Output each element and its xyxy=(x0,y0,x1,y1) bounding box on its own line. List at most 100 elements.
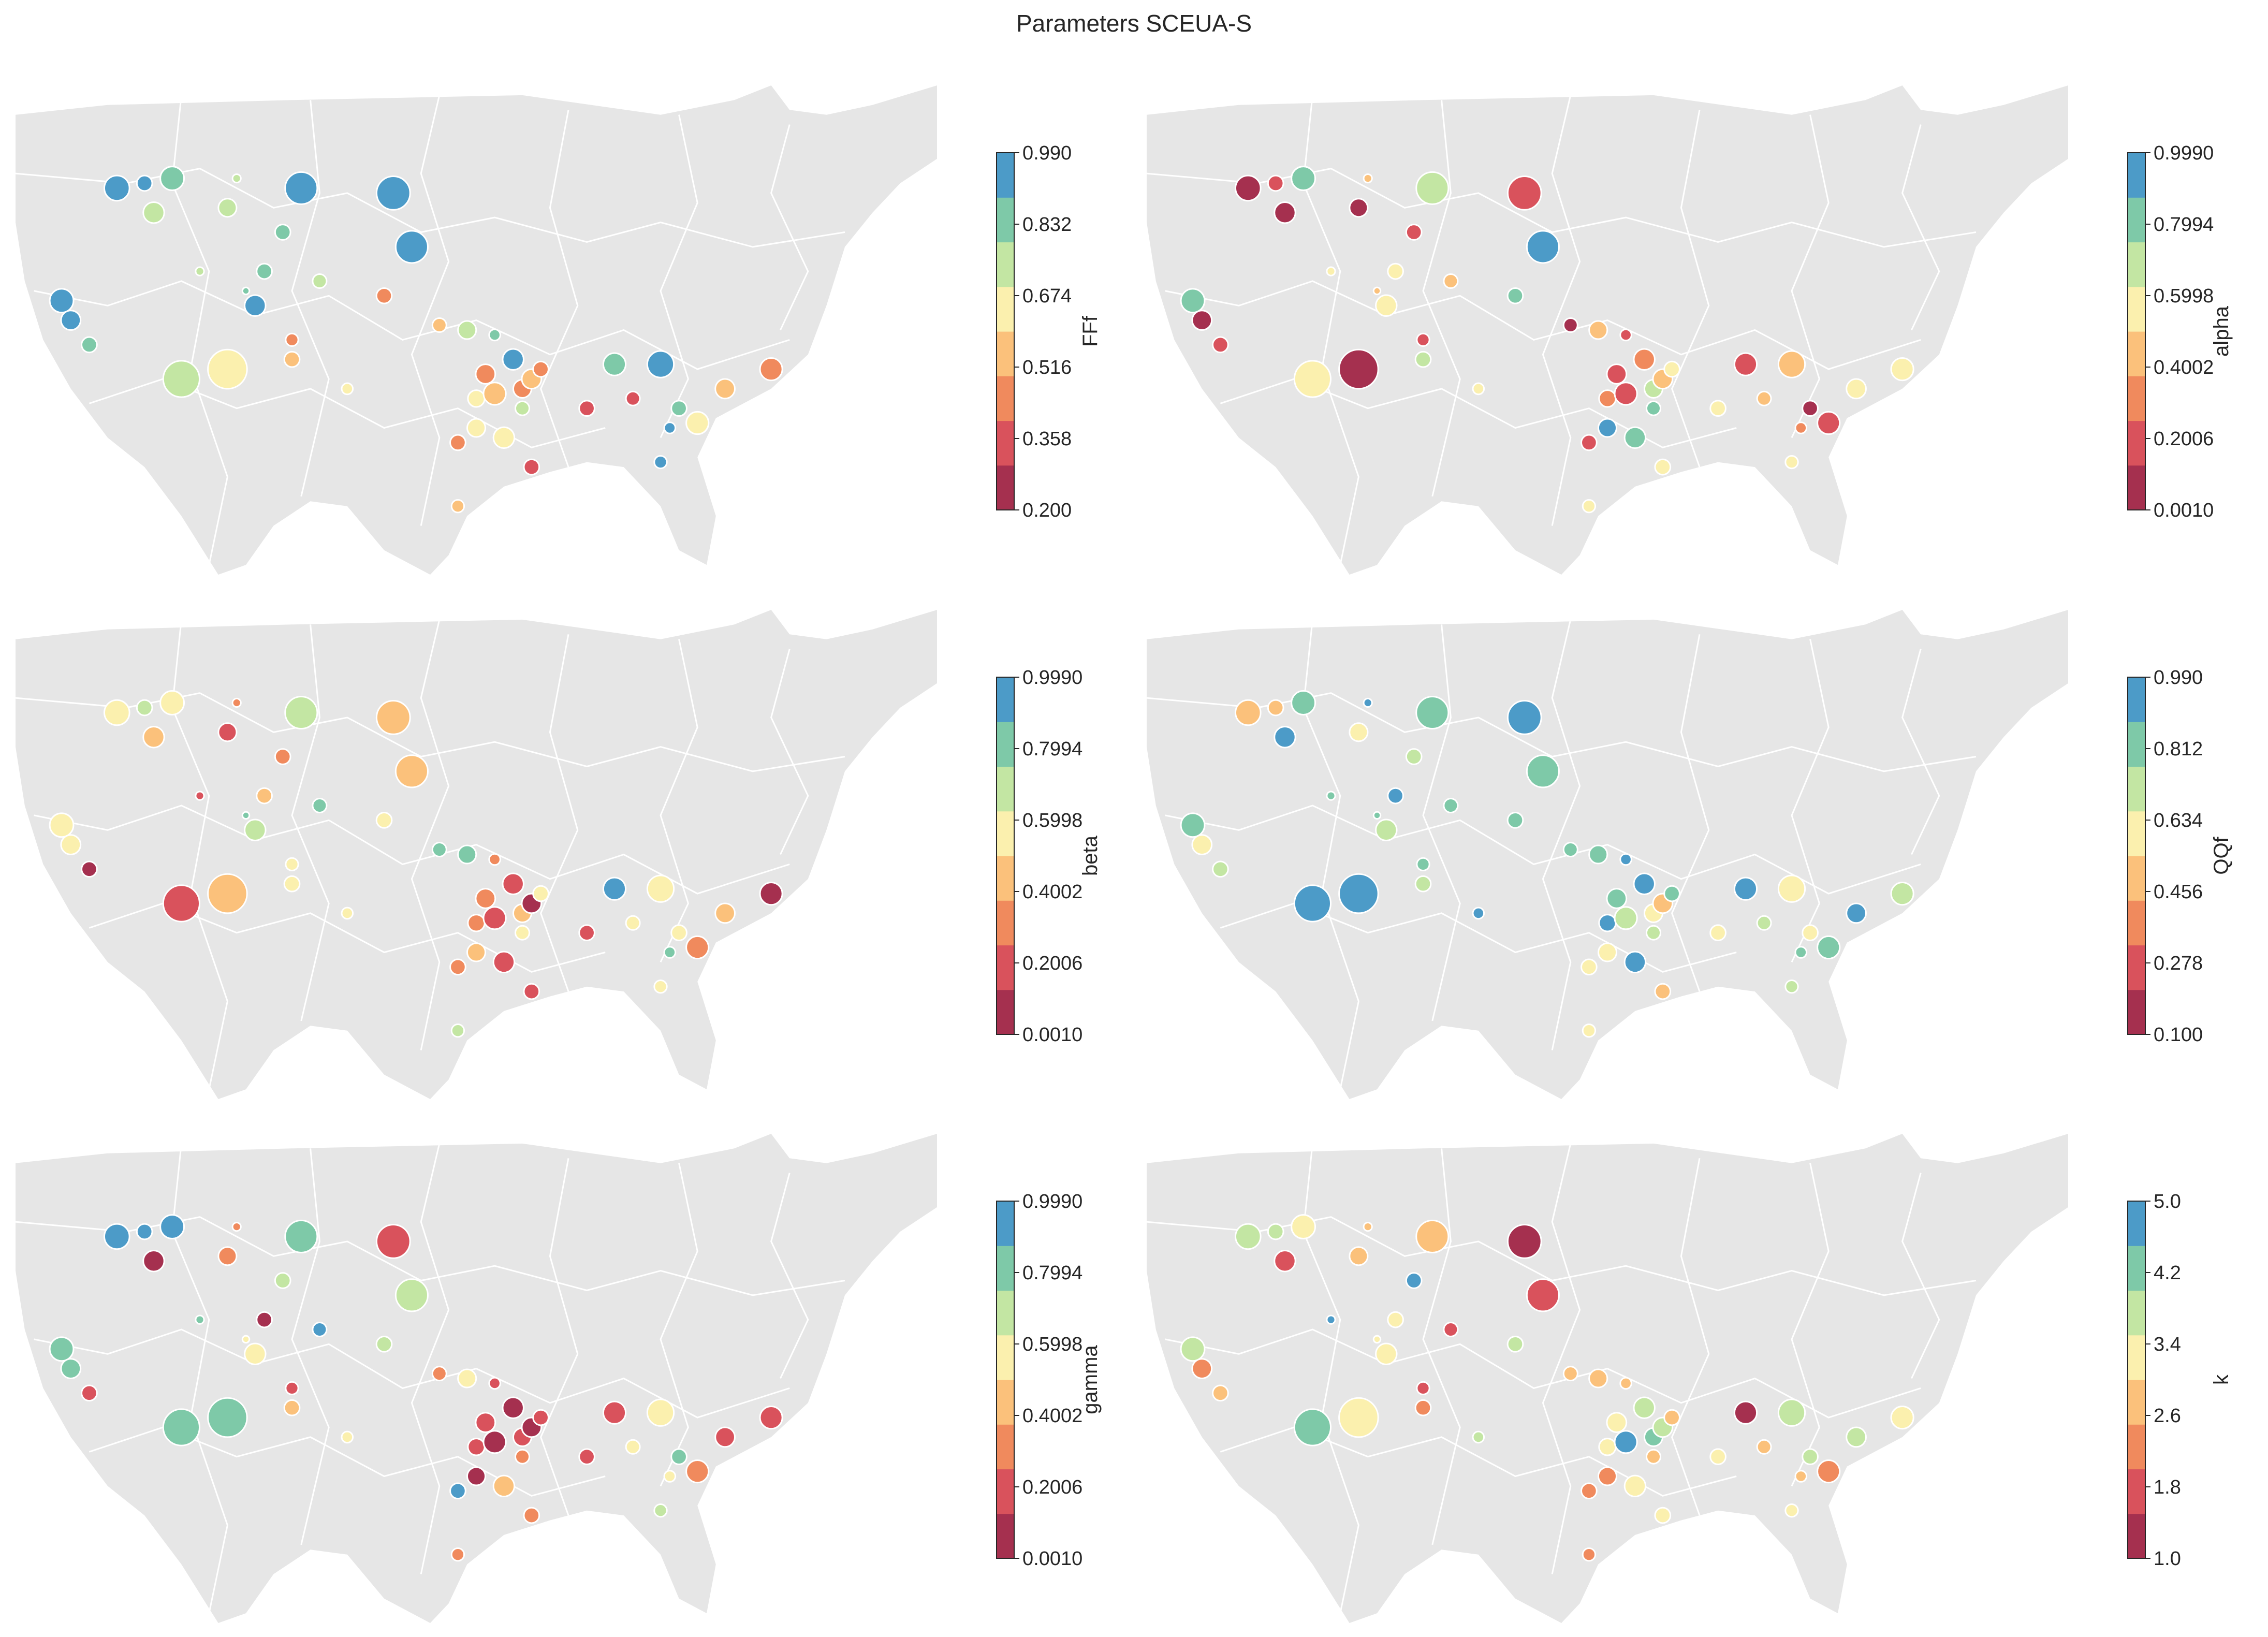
station-marker xyxy=(1588,320,1608,340)
station-marker xyxy=(670,400,687,417)
station-marker xyxy=(1405,224,1423,241)
station-marker xyxy=(1562,842,1578,857)
map-boundary xyxy=(539,110,579,467)
map-boundary xyxy=(1165,1328,1921,1419)
station-marker xyxy=(1733,1400,1758,1425)
station-marker xyxy=(457,1368,477,1388)
station-marker xyxy=(1614,906,1638,930)
station-marker xyxy=(1733,352,1758,376)
station-marker xyxy=(136,174,153,192)
station-marker xyxy=(685,411,710,435)
colorbar-band xyxy=(997,286,1014,332)
colorbar-frame xyxy=(2127,677,2146,1035)
station-marker xyxy=(49,1336,75,1362)
station-marker xyxy=(1443,798,1459,813)
station-marker xyxy=(1293,884,1331,923)
colorbar-frame xyxy=(996,152,1015,510)
station-marker xyxy=(375,287,393,304)
station-marker xyxy=(653,980,668,994)
station-marker xyxy=(60,1358,82,1380)
colorbar-tick-label: 0.5998 xyxy=(1022,1334,1082,1355)
station-marker xyxy=(1443,273,1459,289)
station-marker xyxy=(1846,902,1867,924)
station-marker xyxy=(1597,1466,1618,1486)
station-marker xyxy=(1614,1430,1638,1454)
station-marker xyxy=(283,350,301,368)
station-marker xyxy=(467,1438,486,1456)
station-marker xyxy=(1581,434,1598,451)
station-marker xyxy=(1598,914,1617,932)
colorbar-band xyxy=(2128,1513,2145,1559)
station-marker xyxy=(1180,288,1206,314)
station-marker xyxy=(685,935,710,960)
station-marker xyxy=(244,1342,267,1366)
station-marker xyxy=(341,907,354,920)
map-boundary xyxy=(411,95,450,526)
colorbar-band xyxy=(2128,376,2145,421)
station-marker xyxy=(625,390,641,406)
colorbar-tick-label: 2.6 xyxy=(2154,1405,2181,1427)
colorbar-tick-label: 0.4002 xyxy=(2154,357,2214,378)
station-marker xyxy=(159,1214,185,1240)
station-marker xyxy=(285,857,299,872)
station-marker xyxy=(1235,174,1262,202)
map-boundary xyxy=(539,634,579,992)
colorbar-tick-label: 0.7994 xyxy=(1022,1262,1082,1284)
colorbar-band xyxy=(997,376,1014,421)
station-marker xyxy=(217,1246,238,1266)
station-marker xyxy=(1623,1474,1647,1498)
station-marker xyxy=(1375,818,1398,842)
colorbar-band xyxy=(2128,677,2145,722)
station-marker xyxy=(1709,924,1726,942)
station-marker xyxy=(502,348,524,371)
station-marker xyxy=(256,262,273,280)
colorbar-tick-label: 0.516 xyxy=(1022,357,1072,378)
station-marker xyxy=(759,882,783,906)
station-marker xyxy=(1338,873,1379,914)
colorbar-tick-label: 1.0 xyxy=(2154,1548,2181,1570)
map-panel-middle-left xyxy=(15,610,937,1099)
colorbar-label: QQf xyxy=(2210,836,2233,874)
station-marker xyxy=(1890,1406,1914,1430)
station-marker xyxy=(312,1322,328,1337)
station-marker xyxy=(1387,1311,1404,1328)
station-marker xyxy=(217,722,238,742)
station-marker xyxy=(488,853,501,866)
station-marker xyxy=(1794,1470,1808,1483)
colorbar-band xyxy=(997,242,1014,287)
map-panel-top-left xyxy=(15,85,937,575)
station-marker xyxy=(714,902,736,924)
station-marker xyxy=(1212,860,1229,878)
colorbar-label: FFf xyxy=(1079,315,1102,347)
colorbar-tick-label: 0.2006 xyxy=(1022,1477,1082,1498)
station-marker xyxy=(341,1430,354,1444)
station-marker xyxy=(482,1430,507,1454)
colorbar-band xyxy=(997,1513,1014,1559)
station-marker xyxy=(1506,811,1524,829)
colorbar-tick-label: 0.200 xyxy=(1022,500,1072,521)
station-marker xyxy=(1443,1322,1459,1337)
colorbar-tick-label: 0.5998 xyxy=(1022,810,1082,831)
colorbar-frame xyxy=(2127,152,2146,510)
station-marker xyxy=(466,942,487,962)
colorbar-tick-label: 0.0010 xyxy=(1022,1548,1082,1570)
colorbar-band xyxy=(997,1246,1014,1291)
map-boundary xyxy=(291,100,330,497)
station-marker xyxy=(1619,853,1632,866)
map-boundary xyxy=(660,639,698,963)
station-marker xyxy=(1338,348,1379,390)
station-marker xyxy=(602,876,627,901)
station-marker xyxy=(653,455,668,470)
station-marker xyxy=(625,1439,641,1455)
station-marker xyxy=(466,418,487,438)
station-marker xyxy=(1633,348,1656,371)
station-marker xyxy=(1654,983,1672,1000)
colorbar-tick-label: 0.634 xyxy=(2154,810,2203,831)
colorbar-tick-label: 0.2006 xyxy=(1022,953,1082,974)
station-marker xyxy=(653,1503,668,1518)
station-marker xyxy=(394,754,429,788)
colorbar-frame xyxy=(996,677,1015,1035)
station-marker xyxy=(449,1482,466,1500)
map-boundary xyxy=(1671,110,1710,467)
colorbar-frame xyxy=(996,1201,1015,1559)
